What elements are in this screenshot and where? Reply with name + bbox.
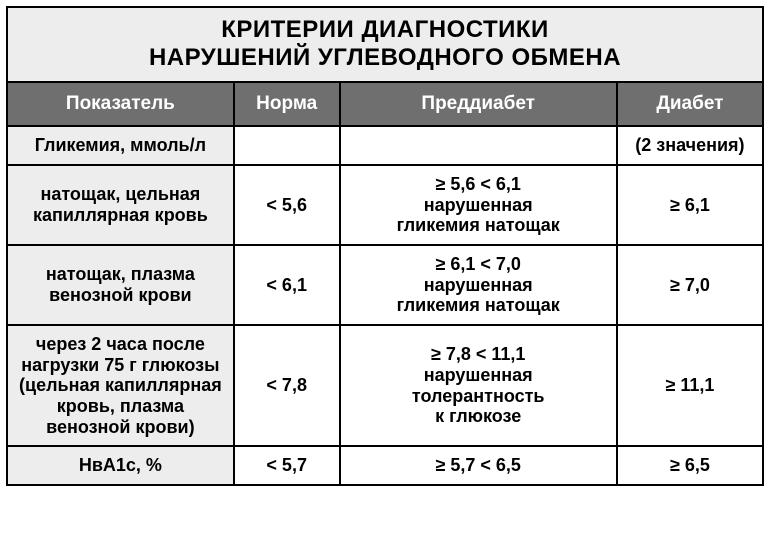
cell-prediab: ≥ 5,6 < 6,1 нарушенная гликемия натощак [340,165,617,245]
cell-prediab [340,126,617,165]
cell-prediab: ≥ 5,7 < 6,5 [340,446,617,485]
cell-indicator: натощак, плазма венозной крови [7,245,234,325]
header-row: Показатель Норма Преддиабет Диабет [7,82,763,126]
cell-norm: < 6,1 [234,245,340,325]
cell-norm [234,126,340,165]
cell-indicator: через 2 часа после нагрузки 75 г глюкозы… [7,325,234,446]
table-wrapper: КРИТЕРИИ ДИАГНОСТИКИ НАРУШЕНИЙ УГЛЕВОДНО… [0,0,770,492]
table-row: натощак, цельная капиллярная кровь < 5,6… [7,165,763,245]
cell-diab: ≥ 11,1 [617,325,763,446]
col-header-norm: Норма [234,82,340,126]
cell-norm: < 5,7 [234,446,340,485]
cell-norm: < 7,8 [234,325,340,446]
table-row: HвA1c, % < 5,7 ≥ 5,7 < 6,5 ≥ 6,5 [7,446,763,485]
cell-norm: < 5,6 [234,165,340,245]
table-row: Гликемия, ммоль/л (2 значения) [7,126,763,165]
diagnostic-criteria-table: КРИТЕРИИ ДИАГНОСТИКИ НАРУШЕНИЙ УГЛЕВОДНО… [6,6,764,486]
col-header-diab: Диабет [617,82,763,126]
table-row: через 2 часа после нагрузки 75 г глюкозы… [7,325,763,446]
cell-diab: (2 значения) [617,126,763,165]
col-header-indicator: Показатель [7,82,234,126]
table-row: натощак, плазма венозной крови < 6,1 ≥ 6… [7,245,763,325]
cell-diab: ≥ 7,0 [617,245,763,325]
col-header-prediab: Преддиабет [340,82,617,126]
cell-prediab: ≥ 7,8 < 11,1 нарушенная толерантность к … [340,325,617,446]
cell-diab: ≥ 6,5 [617,446,763,485]
cell-diab: ≥ 6,1 [617,165,763,245]
cell-indicator: Гликемия, ммоль/л [7,126,234,165]
cell-indicator: HвA1c, % [7,446,234,485]
cell-indicator: натощак, цельная капиллярная кровь [7,165,234,245]
cell-prediab: ≥ 6,1 < 7,0 нарушенная гликемия натощак [340,245,617,325]
title-row: КРИТЕРИИ ДИАГНОСТИКИ НАРУШЕНИЙ УГЛЕВОДНО… [7,7,763,82]
table-title: КРИТЕРИИ ДИАГНОСТИКИ НАРУШЕНИЙ УГЛЕВОДНО… [7,7,763,82]
